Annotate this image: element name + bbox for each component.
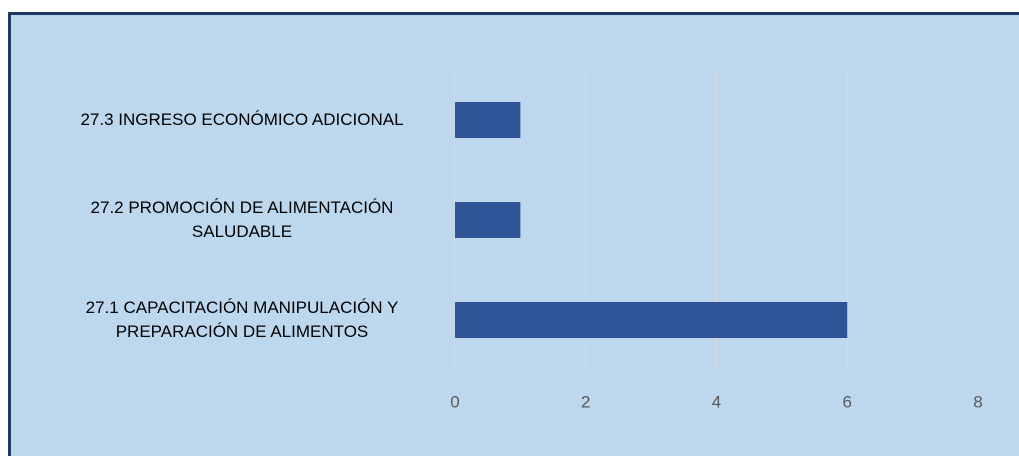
bar [455,302,848,338]
y-tick-label: 27.2 PROMOCIÓN DE ALIMENTACIÓN SALUDABLE [90,198,394,241]
y-tick-label: 27.1 CAPACITACIÓN MANIPULACIÓN Y PREPARA… [85,298,399,341]
bar [455,102,521,138]
x-tick-label: 8 [973,392,982,411]
x-tick-label: 4 [712,392,721,411]
x-tick-label: 6 [843,392,852,411]
y-tick-label: 27.3 INGRESO ECONÓMICO ADICIONAL [80,110,404,129]
x-tick-label: 2 [581,392,590,411]
bar [455,202,521,238]
x-tick-label: 0 [450,392,459,411]
